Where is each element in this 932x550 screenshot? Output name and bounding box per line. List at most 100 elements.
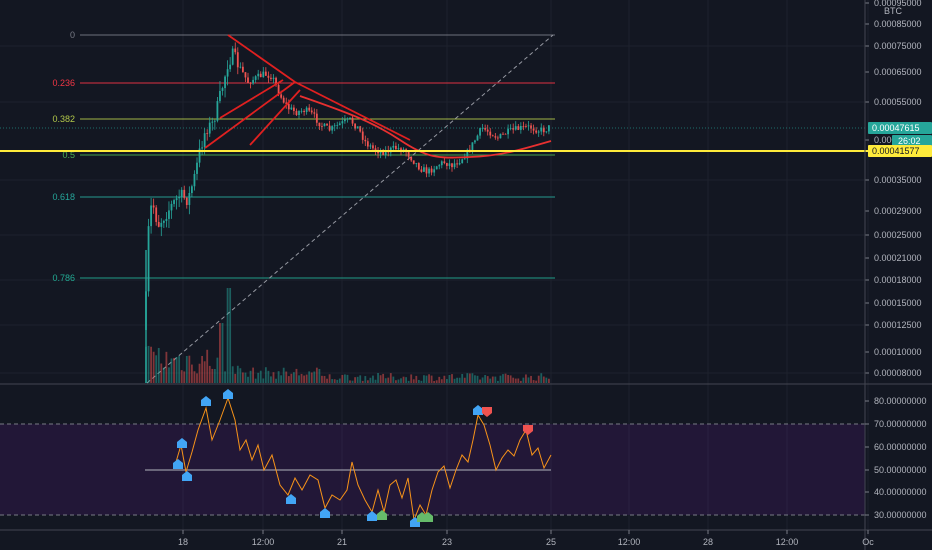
time-axis-label: 23 [442,537,452,547]
candle-body [173,200,175,204]
volume-bar [318,369,321,383]
volume-bar [308,371,311,383]
volume-bar [514,378,517,383]
volume-bar [293,372,295,383]
signal-marker [177,438,187,448]
volume-bar [400,378,402,383]
candle-body [489,131,492,136]
volume-bar [415,375,418,383]
volume-bar [287,376,290,383]
candle-body [201,147,203,149]
trend-line [219,79,284,119]
volume-bar [374,379,377,383]
signal-marker [182,471,192,481]
volume-bar [321,375,323,383]
volume-bar [234,373,237,383]
volume-bar [254,378,257,383]
candle-body [517,126,520,130]
countdown-badge [892,135,932,147]
candle-body [270,77,272,79]
candle-body [530,125,532,129]
volume-bar [466,373,469,383]
time-axis-label: 28 [703,537,713,547]
grid [0,0,869,536]
volume-bar [344,374,346,383]
candle-body [392,145,395,148]
volume-bar [504,373,507,383]
volume-bar [540,373,543,383]
candle-body [247,77,249,83]
candle-body [548,125,550,132]
candle-body [359,126,362,132]
volume-bar [417,379,420,383]
volume-bar [405,377,407,383]
candle-body [160,222,163,227]
volume-bar [236,365,239,383]
candle-body [203,133,206,148]
volume-bar [191,364,193,383]
volume-bar [395,380,397,383]
candle-body [479,128,481,136]
candle-body [435,166,438,170]
signal-marker [223,389,233,399]
volume-bar [372,375,374,383]
volume-bar [272,372,275,383]
candle-body [196,162,198,174]
candle-body [185,197,188,205]
candle-body [193,173,196,187]
volume-bar [201,355,203,383]
candle-body [446,163,448,166]
candle-body [147,226,150,292]
volume-bar [277,371,280,383]
volume-bar [423,375,425,383]
candle-body [395,145,397,150]
volume-bar [448,374,451,383]
candle-body [351,117,354,124]
candle-body [277,84,280,95]
volume-bar [152,351,155,383]
candle-body [336,125,339,126]
signal-marker [482,407,492,417]
last-price-badge [868,122,932,134]
candle-body [428,168,430,174]
candle-body [280,94,283,98]
candle-body [267,75,270,78]
volume-bar [545,377,548,383]
volume-bar [310,372,313,383]
candle-body [463,158,466,160]
candlesticks [145,42,550,383]
candle-body [323,123,326,127]
time-axis-label: Oc [862,537,874,547]
candle-body [183,189,186,198]
volume-bar [361,380,364,383]
candle-body [481,128,484,129]
volume-bar [336,379,339,383]
candle-body [308,107,311,111]
volume-bar [463,377,466,383]
volume-bar [461,373,464,383]
last-price-value: 0.00047615 [872,123,920,133]
candle-body [527,125,530,127]
candle-body [425,167,428,174]
candle-body [412,160,415,164]
candle-body [150,205,152,227]
volume-bar [285,371,288,383]
oscillator-axis-label: 50.00000000 [874,465,927,475]
volume-bar [147,345,150,383]
candle-body [244,72,247,78]
candle-body [349,117,351,119]
volume-bar [242,372,244,383]
volume-bar [305,374,308,383]
volume-bar [532,380,535,383]
countdown-value: 26:02 [898,136,921,146]
volume-bar [157,347,160,383]
candle-body [285,102,288,104]
candle-body [535,130,538,133]
price-axis-label: 0.00085000 [874,19,922,29]
candle-body [303,110,305,113]
volume-bar [239,368,242,383]
candle-body [484,128,487,130]
